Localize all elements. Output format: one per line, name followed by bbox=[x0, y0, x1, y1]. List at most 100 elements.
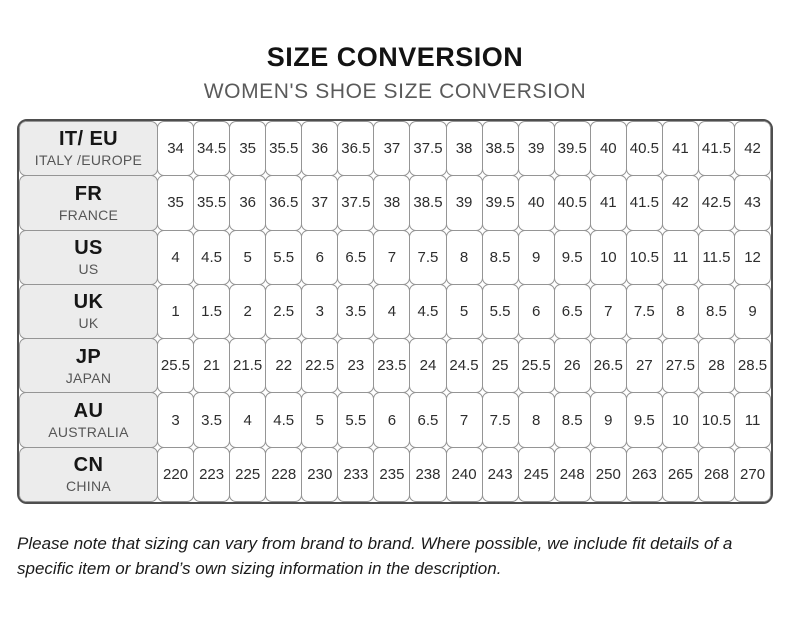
size-value-cell: 228 bbox=[265, 446, 303, 503]
size-value-cell: 3.5 bbox=[193, 392, 231, 448]
size-value-cell: 263 bbox=[625, 446, 663, 503]
size-value-cell: 22.5 bbox=[301, 338, 339, 394]
size-value-cell: 21.5 bbox=[229, 338, 267, 394]
size-value-cell: 6.5 bbox=[553, 283, 591, 340]
region-code-label: IT/ EU bbox=[58, 128, 119, 151]
size-value-cell: 220 bbox=[157, 446, 195, 503]
size-value-cell: 7 bbox=[373, 229, 411, 285]
size-value-cell: 10 bbox=[589, 229, 627, 285]
row-header-cell: FR FRANCE bbox=[19, 175, 158, 231]
region-code-label: AU bbox=[73, 399, 104, 422]
size-value-cell: 238 bbox=[409, 446, 447, 503]
size-value-cell: 3 bbox=[301, 283, 339, 340]
size-value-cell: 24.5 bbox=[445, 338, 483, 394]
size-value-cell: 6 bbox=[517, 283, 555, 340]
size-value-cell: 42 bbox=[661, 175, 699, 231]
size-value-cell: 8.5 bbox=[481, 229, 519, 285]
size-value-cell: 230 bbox=[301, 446, 339, 503]
region-code-label: US bbox=[74, 237, 103, 260]
size-value-cell: 2 bbox=[229, 283, 267, 340]
size-value-cell: 39 bbox=[445, 175, 483, 231]
page-title: SIZE CONVERSION bbox=[266, 42, 524, 72]
size-value-cell: 2.5 bbox=[265, 283, 303, 340]
size-value-cell: 248 bbox=[553, 446, 591, 503]
size-value-cell: 250 bbox=[589, 446, 627, 503]
size-value-cell: 23 bbox=[337, 338, 375, 394]
table-row: JP JAPAN 25.5 21 21.5 22 22.5 23 23.5 24 24.5 25 25.… bbox=[19, 338, 771, 394]
size-value-cell: 3.5 bbox=[337, 283, 375, 340]
size-value-cell: 37.5 bbox=[409, 121, 447, 177]
size-value-cell: 3 bbox=[157, 392, 195, 448]
size-value-cell: 265 bbox=[661, 446, 699, 503]
size-value-cell: 9.5 bbox=[553, 229, 591, 285]
size-value-cell: 9 bbox=[517, 229, 555, 285]
size-value-cell: 25.5 bbox=[517, 338, 555, 394]
size-value-cell: 24 bbox=[409, 338, 447, 394]
sizing-disclaimer-note: Please note that sizing can vary from br… bbox=[17, 534, 733, 579]
size-value-cell: 4.5 bbox=[409, 283, 447, 340]
table-row: UK UK 1 1.5 2 2.5 3 3.5 4 4.5 5 5.5 6 6.5 7 7.5 8 8.5 9 bbox=[19, 283, 771, 340]
size-value-cell: 40.5 bbox=[625, 121, 663, 177]
size-value-cell: 27.5 bbox=[661, 338, 699, 394]
size-value-cell: 36.5 bbox=[337, 121, 375, 177]
region-name-label: UK bbox=[78, 315, 99, 332]
region-name-label: CHINA bbox=[65, 478, 112, 495]
size-value-cell: 35 bbox=[157, 175, 195, 231]
size-conversion-page: SIZE CONVERSION WOMEN'S SHOE SIZE CONVER… bbox=[0, 42, 790, 631]
size-value-cell: 38.5 bbox=[481, 121, 519, 177]
size-value-cell: 23.5 bbox=[373, 338, 411, 394]
size-value-cell: 7 bbox=[589, 283, 627, 340]
size-value-cell: 28 bbox=[697, 338, 735, 394]
size-value-cell: 37 bbox=[373, 121, 411, 177]
size-value-cell: 5.5 bbox=[337, 392, 375, 448]
size-value-cell: 36 bbox=[301, 121, 339, 177]
size-value-cell: 6.5 bbox=[337, 229, 375, 285]
size-value-cell: 9 bbox=[734, 283, 771, 340]
table-row: US US 4 4.5 5 5.5 6 6.5 7 7.5 8 8.5 9 9.5 10 10.5 11 11.5… bbox=[19, 229, 771, 285]
size-value-cell: 4 bbox=[373, 283, 411, 340]
region-code-label: FR bbox=[74, 182, 103, 205]
size-value-cell: 39.5 bbox=[553, 121, 591, 177]
size-value-cell: 43 bbox=[734, 175, 771, 231]
size-value-cell: 268 bbox=[697, 446, 735, 503]
size-value-cell: 22 bbox=[265, 338, 303, 394]
size-value-cell: 35 bbox=[229, 121, 267, 177]
table-row: IT/ EU ITALY /EUROPE 34 34.5 35 35.5 36 36.5 37 3… bbox=[19, 121, 771, 177]
size-value-cell: 4 bbox=[229, 392, 267, 448]
size-value-cell: 6 bbox=[373, 392, 411, 448]
size-value-cell: 39.5 bbox=[481, 175, 519, 231]
region-name-label: US bbox=[78, 261, 99, 278]
size-value-cell: 41 bbox=[661, 121, 699, 177]
size-value-cell: 7.5 bbox=[409, 229, 447, 285]
table-row: FR FRANCE 35 35.5 36 36.5 37 37.5 38 38.5 39 39.5 40… bbox=[19, 175, 771, 231]
size-conversion-table: IT/ EU ITALY /EUROPE 34 34.5 35 35.5 36 36.5 37 3… bbox=[17, 119, 773, 505]
size-value-cell: 233 bbox=[337, 446, 375, 503]
size-value-cell: 25 bbox=[481, 338, 519, 394]
size-value-cell: 41.5 bbox=[697, 121, 735, 177]
size-value-cell: 9 bbox=[589, 392, 627, 448]
size-value-cell: 223 bbox=[193, 446, 231, 503]
table-row: CN CHINA 220 223 225 228 230 233 235 238 240 243 245… bbox=[19, 446, 771, 503]
size-value-cell: 235 bbox=[373, 446, 411, 503]
size-value-cell: 240 bbox=[445, 446, 483, 503]
size-value-cell: 8.5 bbox=[697, 283, 735, 340]
size-value-cell: 42 bbox=[734, 121, 771, 177]
size-value-cell: 38 bbox=[445, 121, 483, 177]
region-name-label: JAPAN bbox=[65, 369, 112, 386]
size-value-cell: 28.5 bbox=[734, 338, 771, 394]
size-value-cell: 36.5 bbox=[265, 175, 303, 231]
size-value-cell: 243 bbox=[481, 446, 519, 503]
row-header-cell: CN CHINA bbox=[19, 446, 158, 503]
size-value-cell: 245 bbox=[517, 446, 555, 503]
size-value-cell: 40 bbox=[517, 175, 555, 231]
size-value-cell: 38.5 bbox=[409, 175, 447, 231]
size-value-cell: 7.5 bbox=[625, 283, 663, 340]
size-value-cell: 8 bbox=[445, 229, 483, 285]
size-value-cell: 34 bbox=[157, 121, 195, 177]
region-code-label: JP bbox=[75, 345, 102, 368]
row-header-cell: US US bbox=[19, 229, 158, 285]
size-value-cell: 35.5 bbox=[265, 121, 303, 177]
region-name-label: FRANCE bbox=[58, 206, 119, 223]
size-value-cell: 6 bbox=[301, 229, 339, 285]
size-value-cell: 11 bbox=[661, 229, 699, 285]
